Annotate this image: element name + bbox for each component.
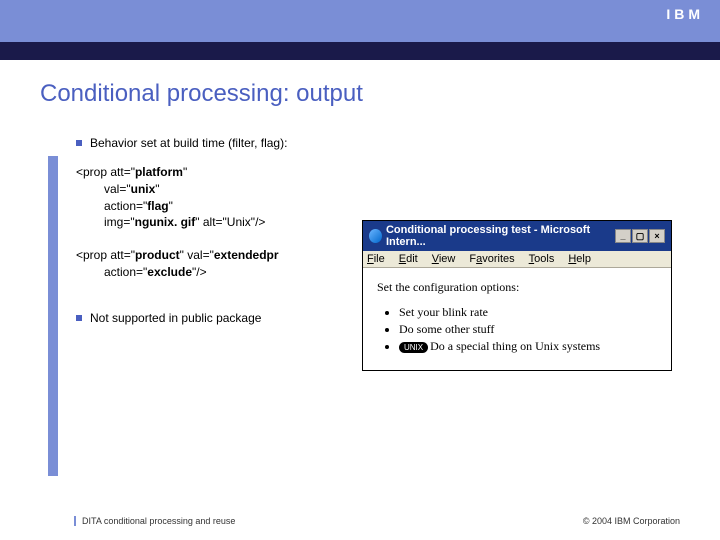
code2-line1: <prop att="product" val="extendedpr — [76, 248, 279, 262]
maximize-button[interactable]: ▢ — [632, 229, 648, 243]
footer-right: © 2004 IBM Corporation — [583, 516, 680, 526]
unix-badge: UNIX — [399, 342, 428, 353]
menu-help[interactable]: Help — [568, 253, 591, 265]
window-controls: _ ▢ × — [615, 229, 665, 243]
minimize-button[interactable]: _ — [615, 229, 631, 243]
code1-line1: <prop att="platform" — [76, 165, 187, 179]
bullet-behavior: Behavior set at build time (filter, flag… — [76, 136, 680, 150]
browser-body: Set the configuration options: Set your … — [363, 268, 671, 370]
ibm-logo: IBM — [666, 6, 704, 22]
menu-edit[interactable]: Edit — [399, 253, 418, 265]
config-heading: Set the configuration options: — [377, 280, 657, 295]
menu-favorites[interactable]: Favorites — [469, 253, 514, 265]
header-strip — [0, 42, 720, 60]
ie-icon — [369, 229, 382, 243]
menu-file[interactable]: File — [367, 253, 385, 265]
footer: DITA conditional processing and reuse © … — [0, 516, 720, 526]
browser-window: Conditional processing test - Microsoft … — [362, 220, 672, 371]
unix-text: Do a special thing on Unix systems — [430, 339, 600, 353]
menu-view[interactable]: View — [432, 253, 456, 265]
list-item: Set your blink rate — [399, 305, 657, 320]
header-bar: IBM — [0, 0, 720, 42]
config-list: Set your blink rate Do some other stuff … — [377, 305, 657, 354]
menu-tools[interactable]: Tools — [529, 253, 555, 265]
close-button[interactable]: × — [649, 229, 665, 243]
browser-menu: File Edit View Favorites Tools Help — [363, 251, 671, 268]
list-item-unix: UNIXDo a special thing on Unix systems — [399, 339, 657, 354]
list-item: Do some other stuff — [399, 322, 657, 337]
code1-line3: action="flag" — [76, 198, 680, 215]
browser-titlebar: Conditional processing test - Microsoft … — [363, 221, 671, 251]
slide-title: Conditional processing: output — [40, 80, 680, 108]
code1-line2: val="unix" — [76, 181, 680, 198]
footer-left: DITA conditional processing and reuse — [74, 516, 235, 526]
browser-title-text: Conditional processing test - Microsoft … — [386, 224, 615, 248]
